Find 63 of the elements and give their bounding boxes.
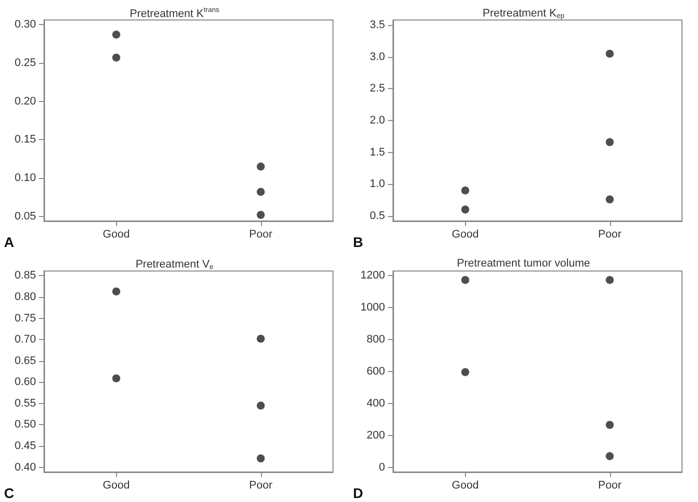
point [461,206,470,214]
y-tick-label: 0.45 [14,440,36,452]
y-tick-label: 0.75 [14,312,36,324]
point [112,30,120,39]
y-tick-label: 0.15 [14,134,36,146]
y-tick-label: 600 [366,366,385,378]
point [606,276,614,284]
y-tick-label: 0.85 [14,270,36,282]
y-tick-label: 0.10 [14,172,36,184]
text: D [353,485,364,501]
point [606,452,614,460]
y-tick-label: 0.60 [14,376,36,388]
x-tick-label: Poor [598,228,622,240]
y-tick-label: 800 [366,334,385,346]
chart-title: Pretreatment tumor volume [456,258,590,270]
point [461,368,470,376]
x-tick-label: Poor [249,228,273,240]
point [461,276,470,284]
y-tick-label: 2.0 [370,114,385,126]
point [606,195,614,204]
point [256,334,265,343]
text: C [4,485,14,501]
y-tick-label: 0.55 [14,397,36,410]
point [256,188,265,196]
text: B [353,234,364,250]
y-tick-label: 0.05 [14,210,36,222]
y-tick-label: 0.50 [14,418,36,431]
x-tick-label: Poor [598,480,622,492]
point [256,454,265,462]
y-tick-label: 1.5 [370,146,385,158]
y-tick-label: 1200 [360,270,385,282]
y-tick-label: 0.30 [14,18,36,31]
y-tick-label: 0.40 [14,461,36,474]
y-tick-label: 200 [366,429,385,442]
y-tick-label: 3.0 [370,50,385,63]
y-tick-label: 0.80 [14,290,36,303]
y-tick-label: 0.20 [14,95,36,108]
y-tick-label: 0.5 [370,210,385,222]
point [461,186,470,194]
y-tick-label: 400 [366,397,385,410]
point [606,138,614,146]
x-tick-label: Good [452,480,479,492]
x-tick-label: Good [102,480,130,492]
x-tick-label: Poor [249,480,273,492]
y-tick-label: 2.5 [370,82,385,95]
point [606,420,614,429]
y-tick-label: 0.25 [14,56,36,69]
x-tick-label: Good [102,228,130,240]
text: A [4,234,14,250]
point [112,374,120,382]
y-tick-label: 0 [378,461,385,474]
x-tick-label: Good [452,228,479,240]
point [112,287,120,296]
point [112,54,120,62]
point [606,50,614,58]
y-tick-label: 1.0 [370,178,385,190]
point [256,162,265,171]
point [256,402,265,410]
point [256,210,265,219]
y-tick-label: 0.65 [14,354,36,367]
y-tick-label: 3.5 [370,19,385,32]
y-tick-label: 1000 [360,302,385,314]
y-tick-label: 0.70 [14,334,36,346]
